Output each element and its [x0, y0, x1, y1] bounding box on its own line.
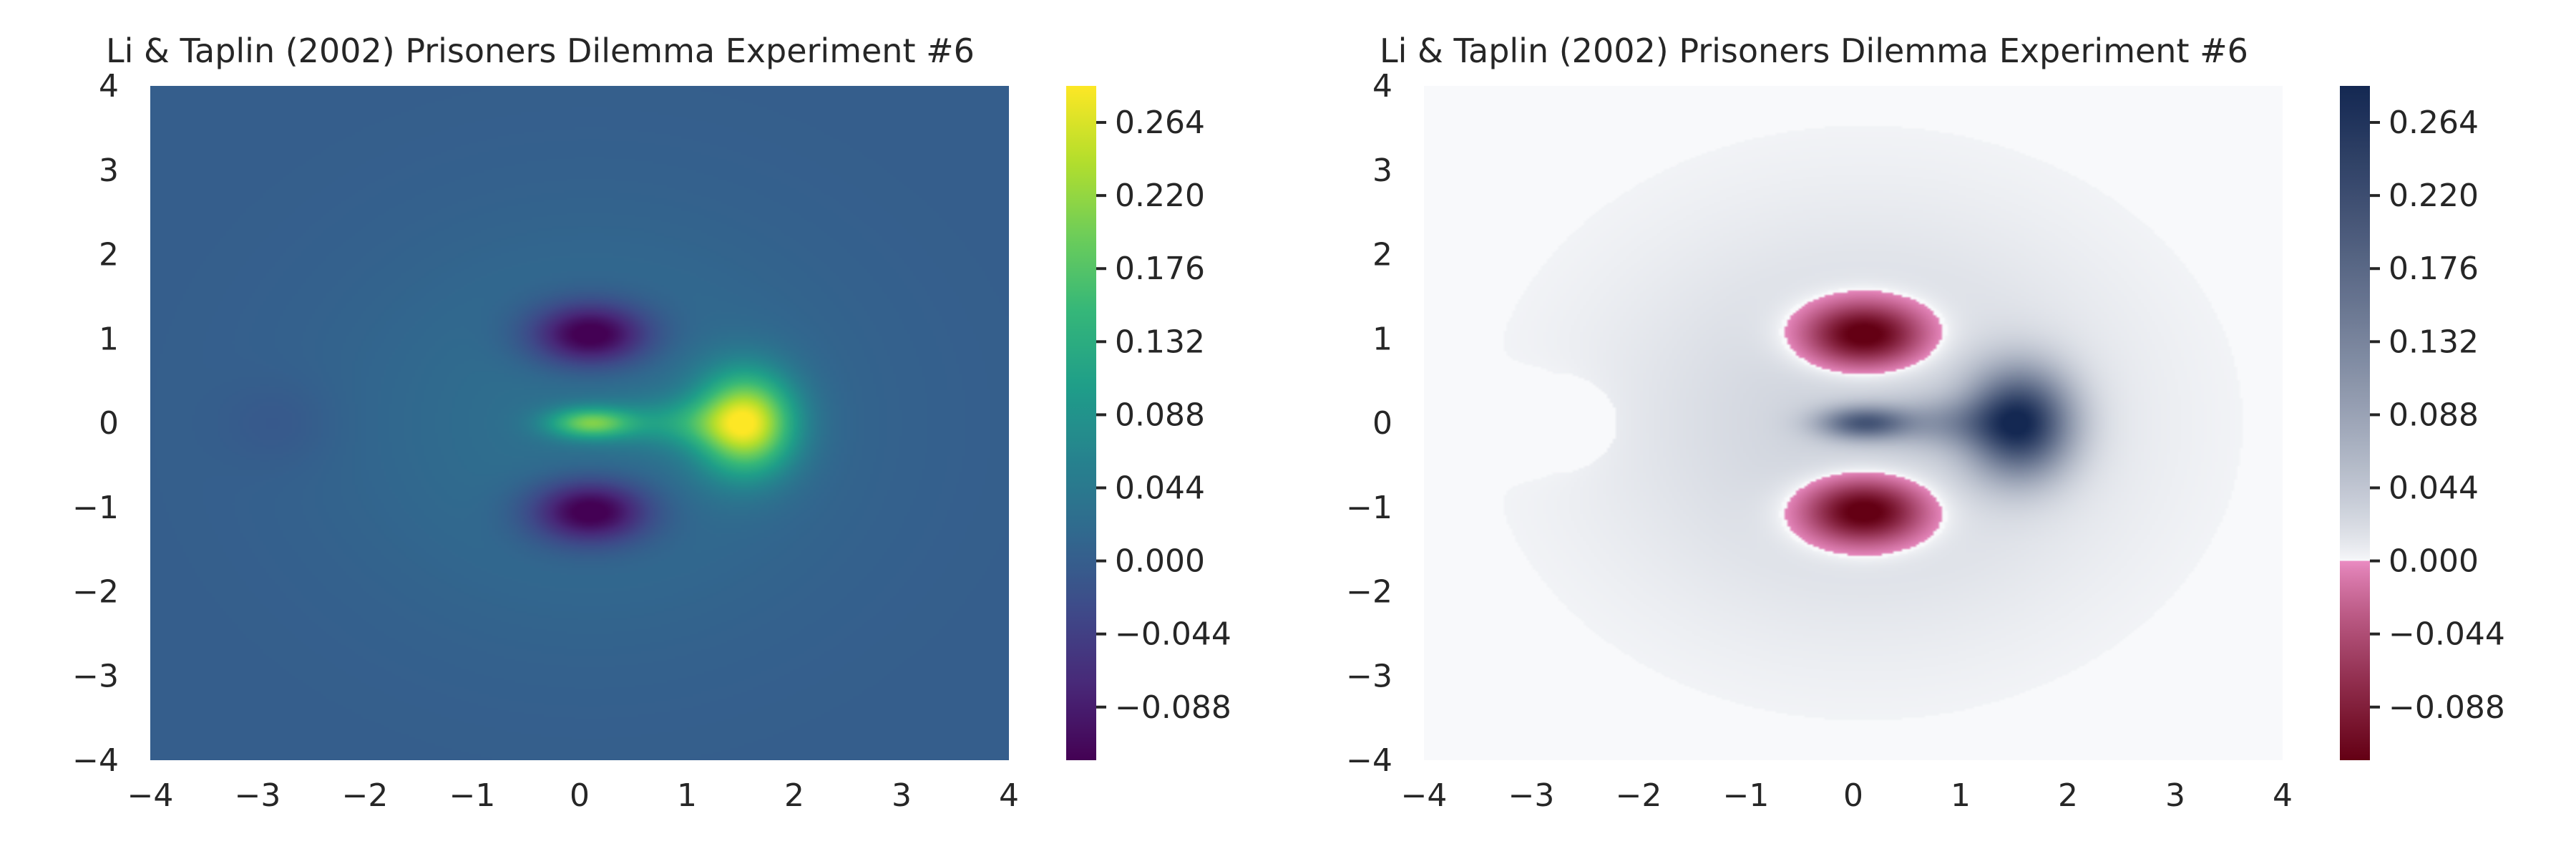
heatmap-chart-viridis: −4 −3 −2 −1 0 1 2 3 4 4 3 2 1 0 −1 −2 −3 −4 0.264 0.220 0.17…: [72, 68, 1231, 814]
colorbar-tick-label: 0.220: [2389, 178, 2479, 214]
y-tick-label: −2: [72, 574, 119, 611]
heatmap-surface: [1424, 86, 2283, 760]
colorbar-tick-label: 0.000: [1115, 543, 1205, 580]
colorbar-gradient: [1066, 86, 1096, 760]
x-tick-label: 3: [2165, 777, 2185, 814]
x-tick-label: −1: [449, 777, 496, 814]
colorbar-tick-label: 0.176: [2389, 251, 2479, 287]
y-tick-label: 4: [1372, 68, 1392, 105]
x-tick-label: 4: [999, 777, 1019, 814]
y-tick-label: −3: [1346, 658, 1392, 694]
x-tick-label: 2: [2058, 777, 2078, 814]
x-tick-label: −1: [1723, 777, 1770, 814]
colorbar-tick-label: −0.088: [2389, 689, 2505, 726]
colorbar-tick-label: 0.088: [1115, 397, 1205, 433]
heatmap-panel-diverging: Li & Taplin (2002) Prisoners Dilemma Exp…: [1274, 0, 2547, 859]
colorbar-tick-label: 0.220: [1115, 178, 1205, 214]
x-tick-label: 1: [1951, 777, 1971, 814]
y-tick-label: 4: [99, 68, 119, 105]
x-tick-label: 0: [570, 777, 590, 814]
colorbar-tick-label: −0.088: [1115, 689, 1231, 726]
colorbar-tick-label: 0.132: [2389, 324, 2479, 360]
x-tick-label: −3: [235, 777, 281, 814]
x-tick-label: 1: [677, 777, 697, 814]
y-tick-label: −1: [1346, 490, 1392, 526]
y-tick-label: −1: [72, 490, 119, 526]
chart-title: Li & Taplin (2002) Prisoners Dilemma Exp…: [106, 31, 975, 70]
x-tick-label: 2: [784, 777, 804, 814]
y-tick-label: 1: [1372, 321, 1392, 357]
x-tick-label: 4: [2273, 777, 2293, 814]
x-tick-label: 3: [892, 777, 912, 814]
y-tick-label: −2: [1346, 574, 1392, 611]
y-tick-label: 2: [99, 237, 119, 273]
colorbar-tick-label: 0.088: [2389, 397, 2479, 433]
colorbar-tick-label: 0.176: [1115, 251, 1205, 287]
colorbar: 0.264 0.220 0.176 0.132 0.088 0.044 0.000 −0.04…: [2340, 86, 2505, 760]
y-tick-label: 0: [99, 405, 119, 442]
heatmap-surface: [150, 86, 1009, 760]
y-tick-label: 3: [99, 152, 119, 189]
x-tick-label: −3: [1508, 777, 1555, 814]
x-tick-label: −4: [127, 777, 174, 814]
colorbar-tick-label: −0.044: [1115, 616, 1231, 653]
colorbar: 0.264 0.220 0.176 0.132 0.088 0.044 0.000 −0.04…: [1066, 86, 1231, 760]
heatmap-chart-diverging: −4 −3 −2 −1 0 1 2 3 4 4 3 2 1 0 −1 −2 −3 −4 0.264 0.220 0.17…: [1346, 68, 2505, 814]
x-tick-label: −2: [1616, 777, 1662, 814]
y-tick-label: 0: [1372, 405, 1392, 442]
colorbar-tick-label: 0.132: [1115, 324, 1205, 360]
x-tick-label: −4: [1401, 777, 1448, 814]
colorbar-tick-label: 0.044: [1115, 470, 1205, 506]
y-tick-label: 1: [99, 321, 119, 357]
y-tick-label: 3: [1372, 152, 1392, 189]
colorbar-tick-label: 0.000: [2389, 543, 2479, 580]
colorbar-tick-label: −0.044: [2389, 616, 2505, 653]
colorbar-gradient: [2340, 86, 2370, 760]
heatmap-panel-viridis: Li & Taplin (2002) Prisoners Dilemma Exp…: [0, 0, 1274, 859]
colorbar-tick-label: 0.264: [1115, 105, 1205, 141]
colorbar-tick-label: 0.044: [2389, 470, 2479, 506]
y-tick-label: −3: [72, 658, 119, 694]
y-tick-label: 2: [1372, 237, 1392, 273]
x-tick-label: 0: [1843, 777, 1863, 814]
chart-title: Li & Taplin (2002) Prisoners Dilemma Exp…: [1380, 31, 2248, 70]
y-tick-label: −4: [1346, 742, 1392, 779]
y-tick-label: −4: [72, 742, 119, 779]
x-tick-label: −2: [342, 777, 389, 814]
colorbar-tick-label: 0.264: [2389, 105, 2479, 141]
